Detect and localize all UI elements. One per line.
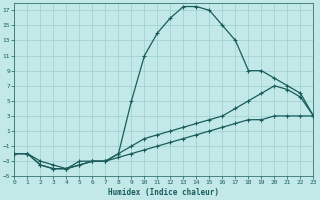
X-axis label: Humidex (Indice chaleur): Humidex (Indice chaleur)	[108, 188, 220, 197]
